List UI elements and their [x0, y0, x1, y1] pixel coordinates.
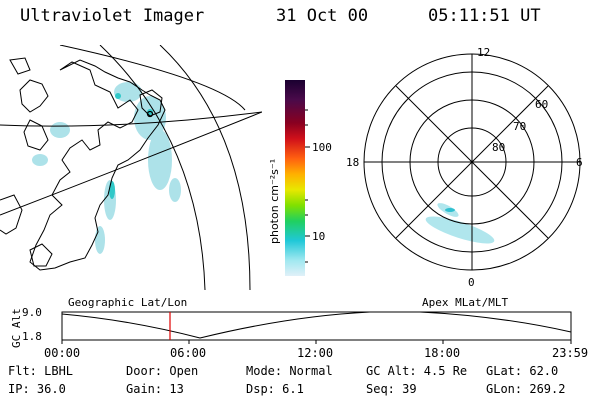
altitude-xtick-1800: 18:00: [424, 346, 461, 360]
mode-readout: Mode: Normal: [246, 364, 333, 378]
seq-readout: Seq: 39: [366, 382, 417, 396]
altitude-ytick-high: 9.0: [22, 306, 42, 319]
filter-readout: Flt: LBHL: [8, 364, 74, 378]
mlt-label-midnight: 0: [468, 276, 475, 289]
lat-label-60: 60: [535, 98, 549, 111]
geographic-caption: Geographic Lat/Lon: [68, 296, 188, 309]
polar-grid: [363, 53, 581, 271]
altitude-curve: [61, 311, 572, 339]
altitude-x-ticks: [61, 340, 572, 344]
gain-readout: Gain: 13: [126, 382, 184, 396]
map-grid: [0, 45, 262, 290]
coastlines: [0, 57, 166, 271]
geographic-map: [0, 45, 262, 290]
polar-plot: [363, 53, 581, 271]
altitude-plot: [61, 311, 572, 344]
aurora-emission-map: [32, 82, 181, 254]
colorbar: [285, 80, 305, 276]
altitude-ytick-low: 1.8: [22, 330, 42, 343]
lat-label-80: 80: [492, 141, 506, 154]
dsp-readout: Dsp: 6.1: [246, 382, 304, 396]
time-label: 05:11:51 UT: [428, 6, 541, 26]
station-marker: [146, 110, 154, 118]
altitude-xtick-1200: 12:00: [297, 346, 334, 360]
colorbar-tick-100: 100: [312, 141, 332, 154]
instrument-title: Ultraviolet Imager: [20, 6, 205, 26]
colorbar-ticks: [305, 109, 310, 263]
colorbar-unit-label: photon cm⁻²s⁻¹: [268, 158, 281, 244]
altitude-xtick-0600: 06:00: [170, 346, 207, 360]
date-label: 31 Oct 00: [276, 6, 369, 26]
aurora-bright-polar: [445, 208, 455, 212]
glon-readout: GLon: 269.2: [486, 382, 566, 396]
aurora-emission-polar: [425, 203, 495, 244]
gc-alt-readout: GC Alt: 4.5 Re: [366, 364, 468, 378]
mlt-label-dawn: 6: [576, 156, 583, 169]
ip-readout: IP: 36.0: [8, 382, 66, 396]
door-readout: Door: Open: [126, 364, 199, 378]
glat-readout: GLat: 62.0: [486, 364, 559, 378]
lat-label-70: 70: [513, 120, 527, 133]
altitude-xtick-2359: 23:59: [552, 346, 589, 360]
altitude-xtick-0000: 00:00: [44, 346, 81, 360]
mlt-label-noon: 12: [477, 46, 491, 59]
apex-caption: Apex MLat/MLT: [422, 296, 509, 309]
colorbar-tick-10: 10: [312, 230, 326, 243]
mlt-label-dusk: 18: [346, 156, 360, 169]
